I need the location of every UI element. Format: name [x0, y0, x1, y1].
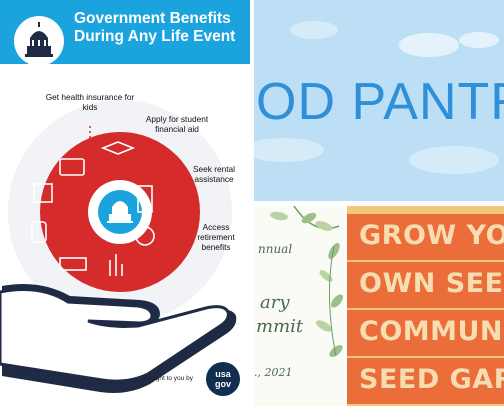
- brought-by-label: Brought to you by: [142, 375, 193, 382]
- seed-line-2: OWN SEED: [359, 268, 504, 299]
- seed-band-1: [347, 214, 504, 260]
- clouds-background: [254, 21, 499, 174]
- annotation-rental: Seek rental assistance: [193, 164, 235, 184]
- graduation-cap-icon: [100, 141, 136, 155]
- benefits-diagram: [0, 100, 237, 393]
- ambulance-icon: [59, 158, 85, 176]
- calculator-icon: [33, 183, 53, 203]
- summit-line2: ary: [260, 292, 290, 313]
- capitol-icon: [25, 22, 53, 57]
- food-pantry-banner[interactable]: OD PANTR: [254, 0, 504, 201]
- summit-line3: mmit: [256, 316, 304, 337]
- medicine-icon: [31, 221, 47, 243]
- chart-icon: [109, 254, 123, 276]
- hand-icon: [0, 288, 230, 383]
- annotation-health: Get health insurance for kids: [45, 92, 135, 112]
- seed-band-4: [347, 358, 504, 404]
- summit-line1: nnual: [258, 242, 293, 256]
- leaf-decoration: [270, 206, 343, 357]
- summit-flyer[interactable]: nnual ary mmit ., 2021: [254, 206, 344, 406]
- seed-band-2: [347, 262, 504, 308]
- capitol-logo: [14, 16, 64, 66]
- usagov-logo-line1: usa: [215, 369, 231, 379]
- seed-line-1: GROW YOU: [359, 220, 504, 251]
- piggy-bank-icon: [135, 226, 155, 246]
- usagov-logo-line2: gov: [214, 379, 231, 389]
- money-icon: [59, 257, 87, 271]
- usagov-logo: usa gov: [206, 362, 240, 396]
- summit-date: ., 2021: [254, 366, 293, 379]
- seed-line-3: COMMUNITY: [359, 316, 504, 347]
- center-capitol-icon: [107, 201, 133, 223]
- gov-benefits-infographic[interactable]: Government Benefits During Any Life Even…: [0, 0, 250, 406]
- right-margin: [246, 64, 250, 406]
- seed-line-4: SEED GARD: [359, 364, 504, 395]
- annotation-student: Apply for student financial aid: [145, 114, 209, 134]
- pantry-heading: OD PANTR: [256, 73, 504, 131]
- seed-band-3: [347, 310, 504, 356]
- building-icon: [137, 185, 153, 213]
- infographic-header: Government Benefits During Any Life Even…: [0, 0, 250, 66]
- seed-garden-flyer[interactable]: GROW YOU OWN SEED COMMUNITY SEED GARD: [347, 206, 504, 406]
- infographic-body: Get health insurance for kids Apply for …: [0, 64, 250, 406]
- annotation-retirement: Access retirement benefits: [197, 222, 235, 252]
- infographic-title: Government Benefits During Any Life Even…: [74, 10, 236, 45]
